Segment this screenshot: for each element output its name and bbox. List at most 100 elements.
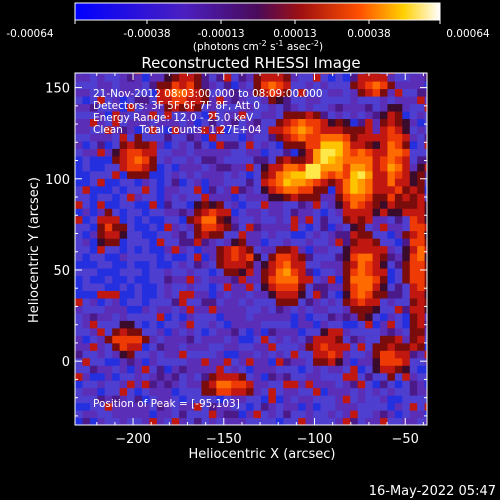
heatmap-cell	[231, 125, 240, 134]
heatmap-cell	[275, 395, 284, 404]
heatmap-cell	[171, 223, 180, 232]
heatmap-cell	[260, 110, 270, 120]
heatmap-cell	[127, 140, 136, 149]
heatmap-cell	[260, 245, 270, 254]
heatmap-cell	[201, 148, 210, 157]
heatmap-cell	[156, 253, 165, 262]
colorbar-tick-label: -0.00038	[123, 28, 170, 40]
heatmap-cell	[320, 88, 329, 97]
heatmap-cell	[387, 350, 396, 359]
heatmap-cell	[380, 73, 389, 75]
heatmap-cell	[417, 163, 426, 172]
heatmap-cell	[298, 312, 307, 321]
heatmap-cell	[335, 103, 344, 112]
heatmap-cell	[327, 200, 336, 209]
heatmap-cell	[268, 81, 277, 90]
peak-position-label: Position of Peak = [-95,103]	[93, 398, 240, 410]
heatmap-cell	[171, 73, 180, 82]
heatmap-cell	[320, 365, 329, 374]
heatmap-cell	[164, 73, 173, 75]
heatmap-cell	[208, 282, 217, 291]
heatmap-cell	[424, 305, 427, 314]
heatmap-cell	[223, 73, 232, 75]
heatmap-cell	[164, 208, 173, 217]
heatmap-cell	[216, 170, 225, 179]
heatmap-cell	[275, 320, 284, 329]
heatmap-cell	[134, 395, 143, 404]
heatmap-cell	[179, 163, 188, 172]
heatmap-cell	[357, 155, 366, 164]
heatmap-cell	[268, 148, 277, 157]
heatmap-cell	[283, 335, 292, 344]
heatmap-cell	[231, 230, 240, 239]
heatmap-cell	[171, 118, 180, 127]
heatmap-cell	[75, 88, 84, 97]
heatmap-cell	[194, 81, 203, 90]
heatmap-cell	[290, 282, 299, 291]
heatmap-cell	[409, 163, 418, 172]
heatmap-cell	[127, 297, 136, 306]
heatmap-cell	[223, 200, 232, 209]
heatmap-cell	[246, 148, 255, 157]
heatmap-cell	[246, 253, 255, 262]
heatmap-cell	[171, 260, 180, 269]
heatmap-cell	[260, 282, 270, 291]
heatmap-cell	[97, 312, 106, 321]
heatmap-cell	[119, 312, 128, 321]
heatmap-cell	[424, 297, 427, 306]
heatmap-cell	[253, 297, 262, 306]
heatmap-cell	[417, 320, 426, 329]
heatmap-cell	[223, 417, 232, 425]
heatmap-cell	[290, 215, 299, 224]
heatmap-cell	[127, 163, 136, 172]
heatmap-cell	[164, 178, 173, 187]
heatmap-cell	[380, 327, 389, 336]
heatmap-cell	[387, 290, 396, 299]
heatmap-cell	[149, 73, 158, 75]
heatmap-cell	[290, 350, 299, 359]
heatmap-cell	[216, 350, 225, 359]
heatmap-cell	[97, 275, 106, 284]
heatmap-cell	[171, 88, 180, 97]
heatmap-cell	[387, 260, 396, 269]
heatmap-cell	[260, 95, 270, 105]
heatmap-cell	[342, 230, 351, 239]
heatmap-cell	[320, 372, 329, 381]
heatmap-cell	[97, 148, 106, 157]
heatmap-cell	[424, 410, 427, 419]
heatmap-cell	[134, 163, 143, 172]
heatmap-cell	[380, 118, 389, 127]
heatmap-cell	[171, 410, 180, 419]
heatmap-cell	[380, 402, 389, 411]
heatmap-cell	[372, 350, 381, 359]
heatmap-cell	[127, 238, 136, 247]
heatmap-cell	[394, 320, 403, 329]
heatmap-cell	[104, 253, 113, 262]
heatmap-cell	[357, 245, 366, 254]
heatmap-cell	[409, 365, 418, 374]
heatmap-cell	[134, 73, 143, 82]
heatmap-cell	[387, 297, 396, 306]
heatmap-cell	[246, 320, 255, 329]
heatmap-cell	[342, 238, 351, 247]
heatmap-cell	[298, 275, 307, 284]
heatmap-cell	[387, 185, 396, 194]
heatmap-cell	[350, 297, 359, 306]
heatmap-cell	[231, 260, 240, 269]
heatmap-cell	[171, 193, 180, 202]
heatmap-cell	[283, 125, 292, 134]
heatmap-cell	[260, 342, 270, 351]
heatmap-cell	[134, 312, 143, 321]
heatmap-cell	[313, 395, 322, 404]
heatmap-cell	[104, 95, 113, 105]
heatmap-cell	[231, 417, 240, 425]
heatmap-cell	[89, 230, 98, 239]
heatmap-cell	[134, 133, 143, 142]
heatmap-cell	[179, 140, 188, 149]
heatmap-cell	[141, 223, 150, 232]
heatmap-cell	[112, 267, 121, 277]
heatmap-cell	[283, 327, 292, 336]
heatmap-cell	[223, 110, 232, 120]
heatmap-cell	[342, 110, 351, 120]
heatmap-cell	[156, 350, 165, 359]
